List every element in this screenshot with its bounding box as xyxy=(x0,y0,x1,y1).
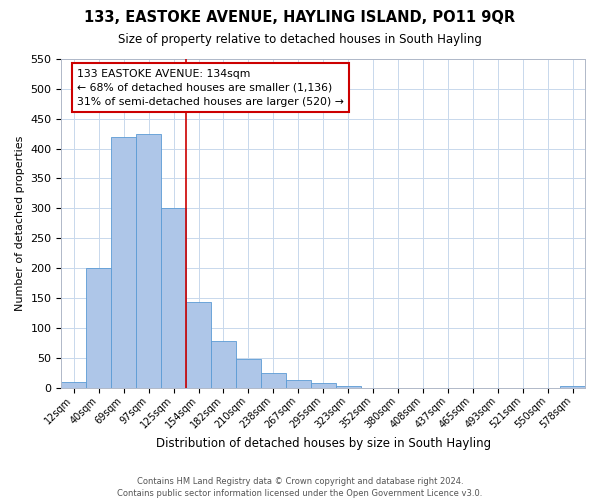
Bar xyxy=(236,359,261,388)
Bar xyxy=(136,134,161,388)
Bar xyxy=(211,341,236,388)
Text: Size of property relative to detached houses in South Hayling: Size of property relative to detached ho… xyxy=(118,32,482,46)
Text: Contains HM Land Registry data © Crown copyright and database right 2024.
Contai: Contains HM Land Registry data © Crown c… xyxy=(118,476,482,498)
Bar xyxy=(560,386,585,388)
Bar xyxy=(335,386,361,388)
Bar xyxy=(86,268,111,388)
Bar xyxy=(111,136,136,388)
Bar xyxy=(61,382,86,388)
Bar xyxy=(286,380,311,388)
Bar xyxy=(186,302,211,388)
Text: 133, EASTOKE AVENUE, HAYLING ISLAND, PO11 9QR: 133, EASTOKE AVENUE, HAYLING ISLAND, PO1… xyxy=(85,10,515,25)
Y-axis label: Number of detached properties: Number of detached properties xyxy=(15,136,25,311)
Bar xyxy=(161,208,186,388)
X-axis label: Distribution of detached houses by size in South Hayling: Distribution of detached houses by size … xyxy=(155,437,491,450)
Bar xyxy=(311,382,335,388)
Text: 133 EASTOKE AVENUE: 134sqm
← 68% of detached houses are smaller (1,136)
31% of s: 133 EASTOKE AVENUE: 134sqm ← 68% of deta… xyxy=(77,69,344,107)
Bar xyxy=(261,372,286,388)
